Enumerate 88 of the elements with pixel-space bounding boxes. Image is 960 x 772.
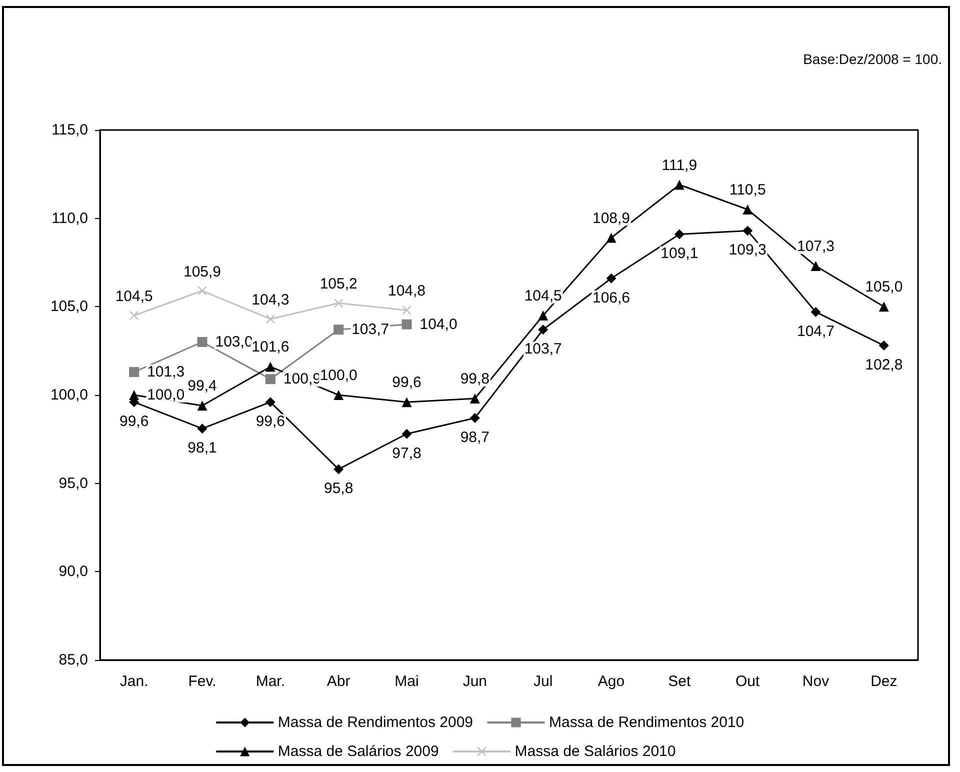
x-tick-label: Jun [462, 673, 488, 690]
x-tick-label: Set [668, 673, 692, 690]
data-label: 101,3 [147, 364, 185, 381]
data-label: 98,1 [188, 440, 217, 457]
point [402, 397, 412, 408]
point [742, 204, 753, 214]
point [878, 340, 889, 351]
point [266, 314, 275, 324]
point [606, 273, 616, 284]
legend-label: Massa de Salários 2009 [278, 743, 439, 760]
data-label: 106,6 [592, 289, 630, 306]
legend-label: Massa de Rendimentos 2010 [549, 714, 744, 731]
point [334, 464, 344, 474]
data-label: 99,4 [188, 378, 217, 395]
data-label: 103,0 [215, 334, 253, 350]
legend-label: Massa de Salários 2010 [514, 743, 676, 760]
point [470, 394, 480, 404]
y-tick-label: 95,0 [58, 474, 88, 492]
point [538, 310, 548, 320]
x-tick-label: Mai [394, 673, 419, 690]
point [810, 306, 821, 317]
point [742, 226, 753, 236]
data-label: 102,8 [865, 356, 903, 374]
point [197, 424, 208, 434]
data-label: 103,7 [352, 321, 390, 338]
y-tick-label: 110,0 [52, 210, 88, 227]
data-label: 95,8 [324, 480, 354, 498]
point [197, 400, 208, 411]
x-tick-label: Abr [326, 673, 350, 690]
point [334, 390, 344, 400]
point [674, 180, 684, 190]
data-label: 104,8 [388, 282, 426, 300]
y-tick-label: 100,0 [50, 386, 88, 404]
point [674, 229, 684, 240]
point [606, 232, 616, 243]
x-tick-label: Nov [802, 673, 830, 690]
legend-label: Massa de Rendimentos 2009 [278, 714, 474, 731]
x-tick-label: Out [735, 673, 760, 690]
data-label: 107,3 [796, 238, 835, 256]
y-tick-label: 90,0 [58, 563, 88, 580]
x-tick-label: Jul [533, 673, 553, 690]
y-tick-label: 115,0 [52, 122, 88, 138]
data-label: 108,9 [592, 210, 630, 227]
x-tick-label: Dez [870, 673, 898, 690]
data-label: 100,0 [147, 386, 185, 404]
data-label: 97,8 [392, 444, 422, 462]
data-label: 99,6 [392, 374, 422, 392]
data-label: 104,5 [524, 288, 562, 304]
point [538, 324, 548, 335]
data-label: 105,2 [320, 276, 358, 293]
data-label: 104,3 [252, 292, 290, 309]
x-tick-label: Mar. [256, 673, 286, 690]
point [129, 367, 140, 378]
point [334, 298, 344, 308]
data-label: 99,6 [256, 413, 286, 430]
data-label: 101,6 [252, 338, 290, 356]
point [402, 428, 412, 439]
data-label: 99,6 [119, 413, 149, 430]
text: Base:Dez/2008 = 100. [803, 51, 942, 67]
y-tick-label: 105,0 [50, 298, 88, 316]
point [402, 319, 412, 330]
point [265, 397, 276, 408]
point [265, 374, 276, 384]
data-label: 110,5 [729, 182, 766, 198]
point [129, 390, 140, 400]
data-label: 100,0 [320, 367, 358, 384]
data-label: 109,1 [660, 245, 698, 262]
x-tick-label: Jan. [120, 673, 148, 690]
point [334, 324, 344, 335]
y-tick-label: 85,0 [58, 652, 88, 668]
point [197, 337, 208, 347]
point [470, 412, 480, 423]
data-label: 99,8 [460, 370, 490, 388]
data-label: 104,0 [420, 316, 458, 333]
data-label: 105,0 [865, 278, 903, 296]
data-label: 104,5 [115, 288, 153, 305]
data-label: 111,9 [662, 156, 698, 174]
data-label: 109,3 [728, 242, 766, 259]
x-tick-label: Fev. [188, 673, 216, 690]
point [810, 261, 821, 272]
data-label: 104,7 [796, 322, 835, 340]
data-label: 98,7 [460, 428, 490, 446]
data-label: 105,9 [183, 263, 222, 280]
point [265, 362, 276, 372]
data-label: 100,9 [283, 370, 321, 388]
point [878, 302, 889, 312]
data-label: 103,7 [524, 340, 562, 358]
x-tick-label: Ago [598, 673, 625, 690]
